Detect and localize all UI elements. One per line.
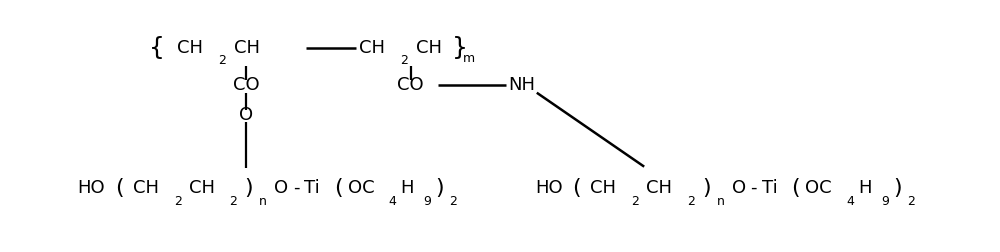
Text: 2: 2 <box>631 195 639 208</box>
Text: HO: HO <box>77 179 105 197</box>
Text: CH: CH <box>416 39 442 57</box>
Text: 2: 2 <box>230 195 237 208</box>
Text: CH: CH <box>177 39 203 57</box>
Text: (: ( <box>334 178 343 198</box>
Text: 2: 2 <box>449 195 457 208</box>
Text: CH: CH <box>189 179 215 197</box>
Text: ): ) <box>893 178 901 198</box>
Text: O: O <box>274 179 288 197</box>
Text: (: ( <box>573 178 581 198</box>
Text: CH: CH <box>359 39 385 57</box>
Text: n: n <box>259 195 267 208</box>
Text: CH: CH <box>646 179 672 197</box>
Text: 2: 2 <box>907 195 915 208</box>
Text: -: - <box>751 179 757 197</box>
Text: CO: CO <box>397 76 424 94</box>
Text: H: H <box>858 179 872 197</box>
Text: H: H <box>401 179 414 197</box>
Text: 2: 2 <box>219 54 226 67</box>
Text: (: ( <box>791 178 800 198</box>
Text: CH: CH <box>133 179 159 197</box>
Text: ): ) <box>435 178 444 198</box>
Text: 2: 2 <box>401 54 408 67</box>
Text: Ti: Ti <box>304 179 320 197</box>
Text: CO: CO <box>233 76 260 94</box>
Text: OC: OC <box>348 179 374 197</box>
Text: O: O <box>732 179 746 197</box>
Text: NH: NH <box>508 76 535 94</box>
Text: n: n <box>717 195 725 208</box>
Text: ): ) <box>702 178 710 198</box>
Text: {: { <box>149 36 165 60</box>
Text: 2: 2 <box>687 195 695 208</box>
Text: 2: 2 <box>174 195 182 208</box>
Text: -: - <box>293 179 300 197</box>
Text: 4: 4 <box>389 195 396 208</box>
Text: 4: 4 <box>846 195 854 208</box>
Text: CH: CH <box>234 39 260 57</box>
Text: }: } <box>452 36 468 60</box>
Text: O: O <box>239 106 253 124</box>
Text: CH: CH <box>590 179 616 197</box>
Text: (: ( <box>115 178 124 198</box>
Text: ): ) <box>244 178 253 198</box>
Text: m: m <box>463 52 475 65</box>
Text: HO: HO <box>535 179 562 197</box>
Text: OC: OC <box>805 179 832 197</box>
Text: 9: 9 <box>423 195 431 208</box>
Text: 9: 9 <box>881 195 889 208</box>
Text: Ti: Ti <box>762 179 777 197</box>
